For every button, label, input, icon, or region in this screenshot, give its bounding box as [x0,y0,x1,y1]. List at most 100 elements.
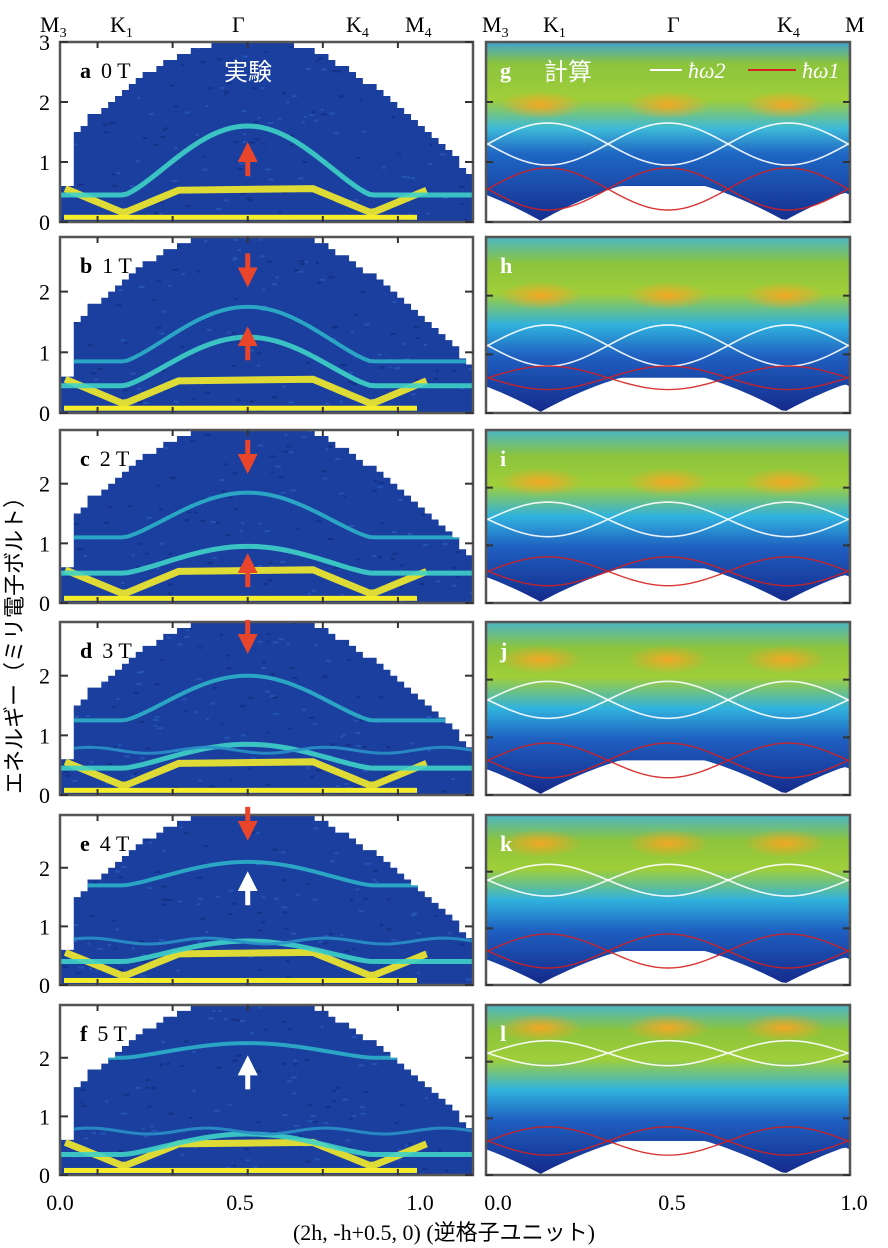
y-ticks [486,1060,850,1176]
noise-pixel [150,1125,155,1128]
noise-pixel [387,898,391,901]
noise-pixel [248,349,254,352]
noise-pixel [243,133,247,136]
noise-pixel [281,879,287,882]
noise-pixel [396,152,401,155]
noise-pixel [197,898,203,901]
noise-pixel [426,715,432,718]
intensity-hotspot [626,1013,710,1042]
panel-letter: d [80,638,92,663]
noise-pixel [291,622,298,625]
gap-region [486,377,850,413]
noise-pixel [199,917,206,920]
noise-pixel [307,592,312,595]
x-tick-label: 1.0 [406,1190,434,1215]
noise-pixel [452,370,456,373]
noise-pixel [272,641,279,644]
noise-pixel [310,1115,316,1118]
panel-letter: a [80,58,91,83]
noise-pixel [379,924,383,927]
noise-pixel [186,205,191,208]
noise-pixel [418,582,425,585]
noise-pixel [255,1070,261,1073]
gap-region [486,1141,850,1175]
noise-pixel [230,1018,236,1021]
y-tick-label: 2 [39,1046,50,1071]
noise-pixel [265,731,270,734]
noise-pixel [404,176,411,179]
calculation-panel: j [484,620,852,797]
noise-pixel [260,255,265,258]
noise-pixel [183,832,189,835]
noise-pixel [232,258,237,261]
noise-pixel [225,534,231,537]
noise-pixel [364,862,371,865]
y-axis-label: エネルギー（ミリ電子ボルト） [2,486,27,794]
noise-pixel [234,298,239,301]
noise-pixel [224,90,230,93]
noise-pixel [356,157,360,160]
noise-pixel [112,173,119,176]
noise-pixel [161,1040,166,1043]
noise-pixel [130,372,136,375]
noise-pixel [328,445,333,448]
flat-band [60,936,473,946]
noise-pixel [372,555,377,558]
noise-pixel [107,944,112,947]
noise-pixel [326,1106,331,1109]
noise-pixel [305,883,310,886]
noise-pixel [107,506,113,509]
intensity-hotspot [626,91,710,119]
noise-pixel [301,436,307,439]
noise-pixel [434,377,438,380]
noise-pixel [87,344,93,347]
magnon-branch-bright [63,1138,428,1170]
noise-pixel [322,477,328,480]
noise-pixel [269,561,273,564]
noise-pixel [314,119,319,122]
noise-pixel [195,133,199,136]
y-tick-label: 0 [39,783,50,808]
noise-pixel [160,135,165,138]
experiment-panel: 0 1 2 3 a 0 T 実験 [39,30,475,235]
noise-pixel [208,785,215,788]
noise-pixel [177,643,183,646]
noise-pixel [161,898,168,901]
noise-pixel [307,1120,313,1123]
noise-pixel [278,117,282,120]
noise-pixel [207,562,214,565]
noise-pixel [204,433,211,436]
noise-pixel [167,583,173,586]
noise-pixel [377,555,382,558]
noise-pixel [273,712,280,715]
noise-pixel [427,162,432,165]
qpoint-label-m3-right: M3 [482,12,509,41]
noise-pixel [240,1020,245,1023]
noise-pixel [270,673,275,676]
noise-pixel [272,848,278,851]
panel-frame [58,620,475,797]
noise-pixel [442,790,447,793]
noise-pixel [398,498,403,501]
noise-pixel [257,929,263,932]
noise-pixel [286,445,292,448]
noise-pixel [321,675,328,678]
noise-pixel [330,743,336,746]
panel-letter: i [500,446,506,471]
curve-omega2 [485,863,851,897]
noise-pixel [194,511,198,514]
noise-pixel [73,940,78,943]
curve-omega2 [485,1039,851,1067]
y-tick-label: 2 [39,664,50,689]
noise-pixel [200,60,206,63]
calculation-panel: k [484,813,852,987]
noise-pixel [292,676,298,679]
noise-pixel [119,968,124,971]
noise-pixel [416,932,421,935]
noise-pixel [262,661,266,664]
noise-pixel [296,528,300,531]
noise-pixel [281,191,288,194]
noise-pixel [146,516,153,519]
noise-pixel [413,325,420,328]
y-tick-label: 1 [39,150,50,175]
